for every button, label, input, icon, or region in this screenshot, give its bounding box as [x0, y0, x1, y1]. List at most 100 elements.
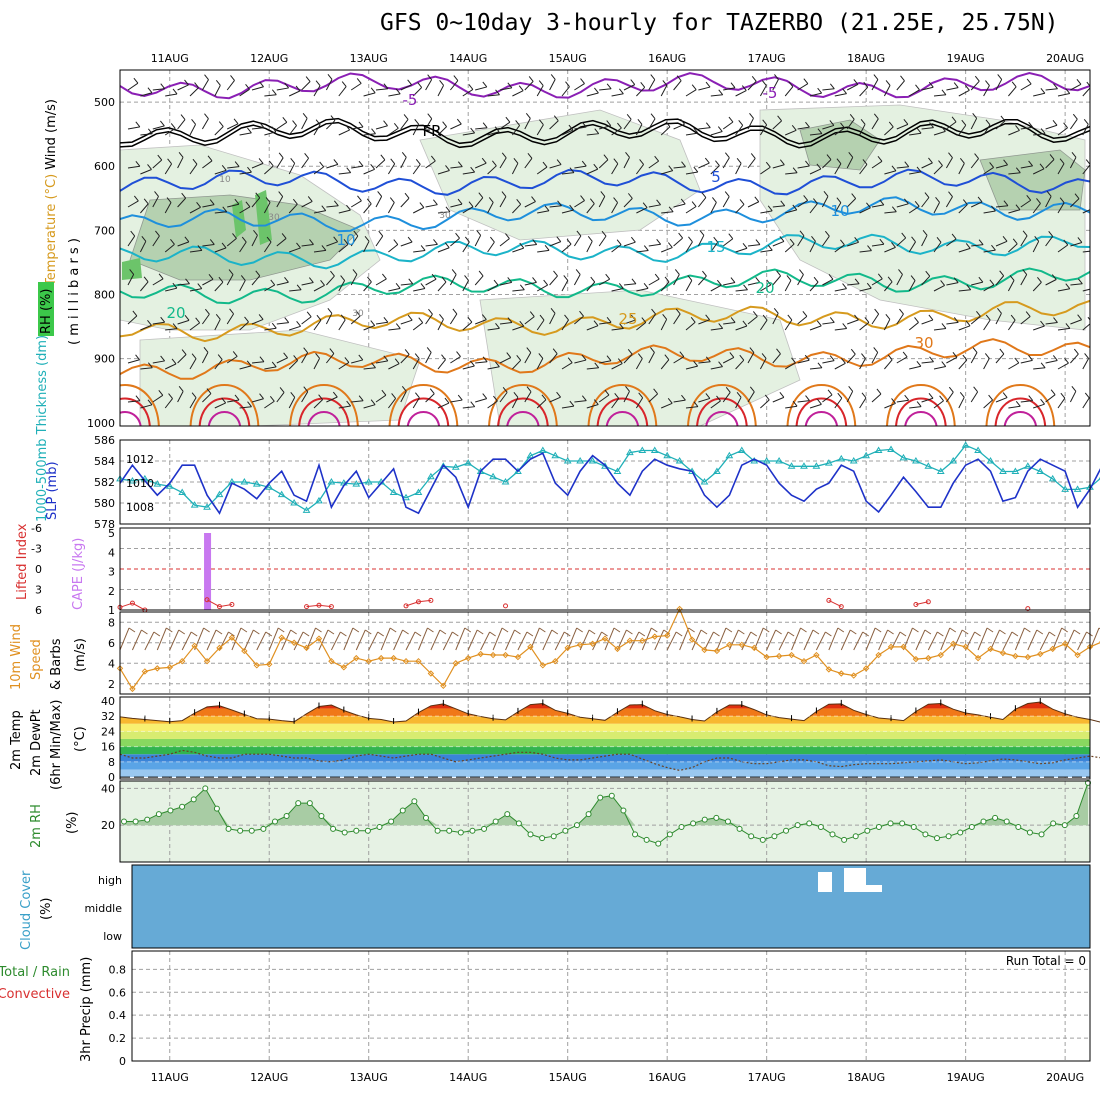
wind-barb-10m-flag — [352, 627, 360, 633]
wind-barb-flag — [284, 276, 289, 283]
wind-barb-flag — [383, 316, 389, 323]
wind-barb-flag — [278, 152, 284, 159]
wind-barb — [1045, 196, 1052, 208]
wind-barb-10m-flag — [887, 629, 894, 635]
wind-barb — [264, 366, 277, 370]
wind-barb-flag — [701, 192, 707, 198]
x-tick-top: 16AUG — [648, 52, 686, 65]
wind-barb — [412, 87, 422, 97]
wind-barb-flag — [568, 124, 574, 131]
wind-barb — [363, 367, 376, 370]
wind-barb — [338, 362, 350, 370]
wind-barb-10m — [206, 629, 217, 651]
wind-barb — [586, 404, 599, 409]
wind-barb-10m-flag — [924, 629, 932, 635]
wind-barb-flag — [997, 74, 1003, 80]
wind-barb-flag — [491, 160, 497, 167]
wind-barb-flag — [779, 236, 785, 242]
wind-barb-10m — [952, 629, 963, 651]
wind-barb-flag — [516, 198, 522, 205]
wind-barb — [313, 85, 321, 97]
wind-barb-flag — [728, 116, 734, 123]
wind-barb-flag — [656, 199, 661, 206]
rh-point — [875, 824, 882, 831]
wind-barb-10m — [1002, 631, 1013, 651]
rh-point — [666, 831, 673, 838]
wind-barb-flag — [630, 314, 636, 321]
wind-barb-flag — [715, 160, 720, 166]
wind-barb — [313, 358, 321, 370]
wind-barb — [512, 289, 525, 292]
rh-point — [934, 835, 941, 842]
wind-barb — [822, 278, 834, 286]
wind-barb-10m — [231, 627, 242, 651]
wind-barb — [437, 247, 450, 253]
wind-barb — [561, 405, 574, 409]
wind-barb-flag — [370, 320, 376, 326]
wind-barb-flag — [749, 113, 754, 119]
temperature-contour — [120, 168, 1090, 196]
wind-barb-flag — [762, 119, 768, 126]
wind-barb — [896, 166, 909, 169]
wind-barb-flag — [441, 276, 447, 283]
wind-barb — [797, 126, 810, 130]
x-tick-bottom: 16AUG — [648, 1071, 686, 1084]
wind-barb-flag — [977, 196, 983, 203]
wind-barb-flag — [952, 351, 958, 358]
wind-barb — [958, 124, 967, 136]
wind-speed-point — [639, 637, 646, 644]
wind-barb — [660, 281, 670, 292]
wind-barb — [251, 197, 261, 208]
wind-barb — [623, 198, 633, 208]
wind-barb-flag — [543, 279, 549, 286]
wind-barb-flag — [829, 317, 835, 323]
contour-label: 30 — [268, 213, 280, 223]
lifted-index-point — [1025, 606, 1031, 612]
wind-barb — [140, 324, 152, 331]
wind-barb-flag — [340, 275, 346, 281]
rh-point — [841, 836, 848, 843]
wind-barb — [127, 200, 139, 208]
wind-barb-flag — [1052, 355, 1058, 361]
wind-barb — [1020, 274, 1028, 286]
wind-barb — [1082, 124, 1089, 136]
wind-barb — [648, 204, 661, 208]
thickness-point — [563, 457, 572, 464]
wind-barb — [561, 319, 569, 331]
wind-barb — [599, 125, 611, 130]
wind-barb-flag — [941, 126, 946, 132]
wind-barb — [487, 94, 500, 97]
wind-barb-flag — [147, 362, 153, 369]
wind-barb — [338, 243, 349, 253]
wind-barb-flag — [353, 230, 359, 237]
wind-barb — [561, 362, 573, 370]
wind-barb — [338, 172, 351, 175]
wind-barb-flag — [581, 395, 587, 401]
wind-barb — [363, 92, 376, 97]
wind-barb-10m-flag — [601, 631, 608, 637]
wind-barb-flag — [532, 239, 538, 245]
mb-ylabel: ( m i l l i b a r s ) — [67, 238, 82, 345]
cape-tick: 3 — [108, 566, 115, 579]
wind-barb-flag — [861, 353, 866, 359]
wind-barb-flag — [234, 161, 240, 167]
wind-barb-flag — [730, 317, 736, 323]
wind-barb-flag — [203, 347, 209, 353]
wind-barb-10m-flag — [775, 629, 782, 635]
wind-barb — [549, 120, 559, 130]
wind-barb-flag — [866, 202, 871, 209]
wind-speed-point — [278, 634, 285, 641]
wind-barb-10m — [542, 629, 553, 651]
wind-barb-flag — [431, 273, 437, 280]
wind-barb-flag — [346, 204, 351, 211]
wind-barb-flag — [718, 361, 723, 367]
wind-barb — [573, 235, 582, 247]
wind-barb-flag — [606, 120, 612, 126]
wind-barb-flag — [791, 124, 797, 131]
wind-barb-flag — [327, 74, 333, 80]
wind-barb — [350, 82, 362, 91]
wind-barb — [685, 321, 696, 331]
wind-tick: 2 — [108, 678, 115, 691]
wind-barb — [784, 243, 795, 253]
wind-barb-flag — [581, 121, 587, 128]
